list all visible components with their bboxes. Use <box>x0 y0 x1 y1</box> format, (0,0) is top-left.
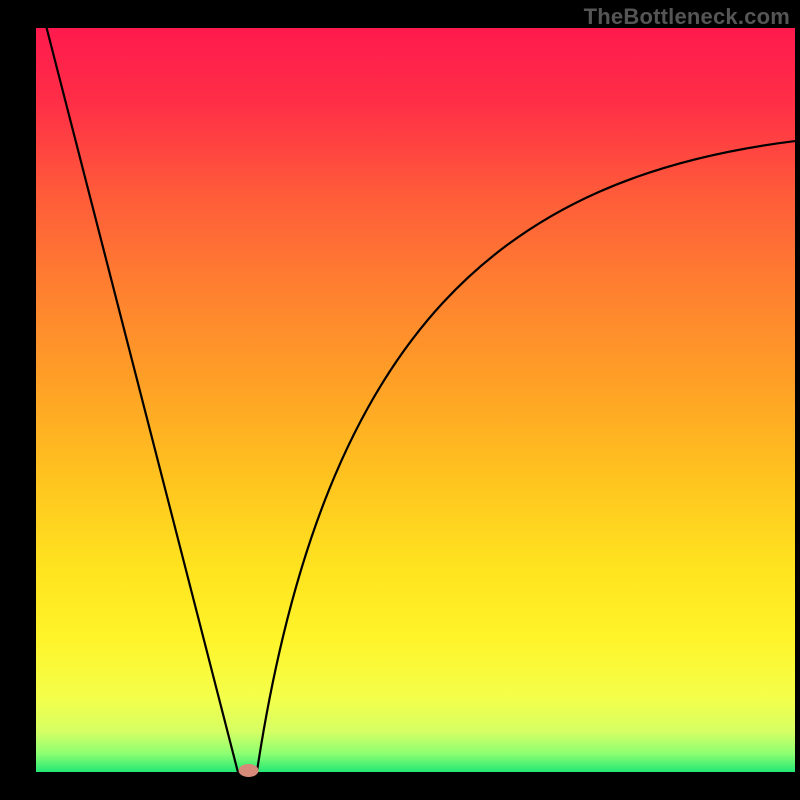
watermark-text: TheBottleneck.com <box>584 4 790 30</box>
chart-container: TheBottleneck.com <box>0 0 800 800</box>
bottleneck-chart <box>0 0 800 800</box>
optimum-marker <box>239 764 259 777</box>
